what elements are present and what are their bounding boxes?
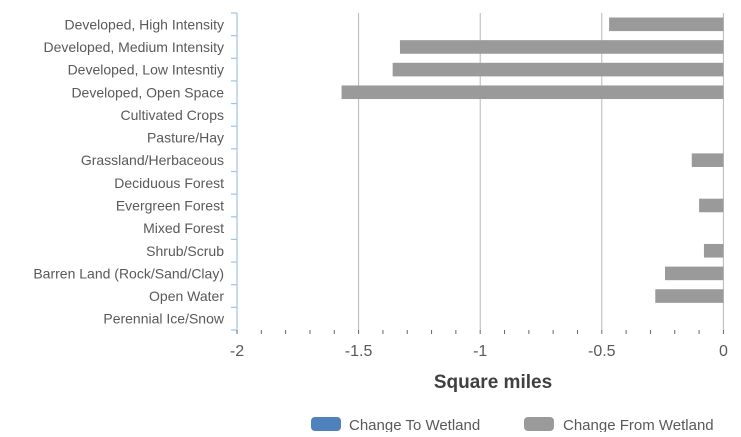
legend-swatch-change-from-wetland — [524, 417, 554, 431]
x-tick-label-2: -1 — [473, 343, 487, 360]
gridlines — [358, 13, 724, 330]
category-label-evergreen-forest: Evergreen Forest — [116, 197, 224, 213]
x-axis-title: Square miles — [434, 372, 552, 393]
bar-change-from-wetland-shrub-scrub — [703, 243, 724, 258]
category-labels: Developed, High Intensity Developed, Medi… — [33, 16, 225, 326]
category-label-cultivated-crops: Cultivated Crops — [121, 107, 225, 123]
category-label-developed-high-intensity: Developed, High Intensity — [64, 16, 224, 32]
category-label-mixed-forest: Mixed Forest — [143, 220, 224, 236]
bar-change-from-wetland-open-water — [655, 289, 724, 303]
legend: Change To Wetland Change From Wetland — [311, 417, 714, 434]
category-label-developed-open-space: Developed, Open Space — [71, 84, 224, 100]
legend-swatch-change-to-wetland — [311, 417, 341, 431]
bar-change-from-wetland-grassland-herbaceous — [691, 153, 724, 167]
category-label-barren-land-rock-sand-clay: Barren Land (Rock/Sand/Clay) — [33, 265, 224, 281]
bar-change-from-wetland-developed-medium-intensity — [399, 40, 724, 54]
bar-change-from-wetland-developed-high-intensity — [609, 17, 724, 32]
bar-change-from-wetland-developed-low-intesntiy — [392, 62, 724, 77]
bars — [341, 17, 724, 303]
bar-change-from-wetland-barren-land-rock-sand-clay — [665, 266, 724, 281]
axes — [231, 12, 724, 334]
x-tick-label-0: -2 — [230, 343, 244, 360]
legend-label-change-to-wetland: Change To Wetland — [349, 417, 480, 432]
x-tick-label-4: 0 — [719, 343, 728, 360]
category-label-pasture-hay: Pasture/Hay — [147, 130, 224, 146]
category-label-perennial-ice-snow: Perennial Ice/Snow — [103, 311, 225, 327]
x-tick-label-1: -1.5 — [345, 343, 373, 360]
category-label-developed-low-intesntiy: Developed, Low Intesntiy — [68, 62, 224, 78]
legend-label-change-from-wetland: Change From Wetland — [563, 417, 714, 432]
category-label-grassland-herbaceous: Grassland/Herbaceous — [81, 152, 224, 168]
category-label-deciduous-forest: Deciduous Forest — [114, 175, 224, 191]
category-label-shrub-scrub: Shrub/Scrub — [146, 243, 224, 259]
category-label-developed-medium-intensity: Developed, Medium Intensity — [43, 39, 224, 55]
bar-change-from-wetland-evergreen-forest — [699, 198, 724, 213]
x-tick-labels: -2-1.5-1-0.500.5 — [230, 343, 728, 360]
category-label-open-water: Open Water — [149, 288, 224, 304]
x-tick-label-3: -0.5 — [588, 343, 616, 360]
bar-change-from-wetland-developed-open-space — [341, 85, 724, 100]
